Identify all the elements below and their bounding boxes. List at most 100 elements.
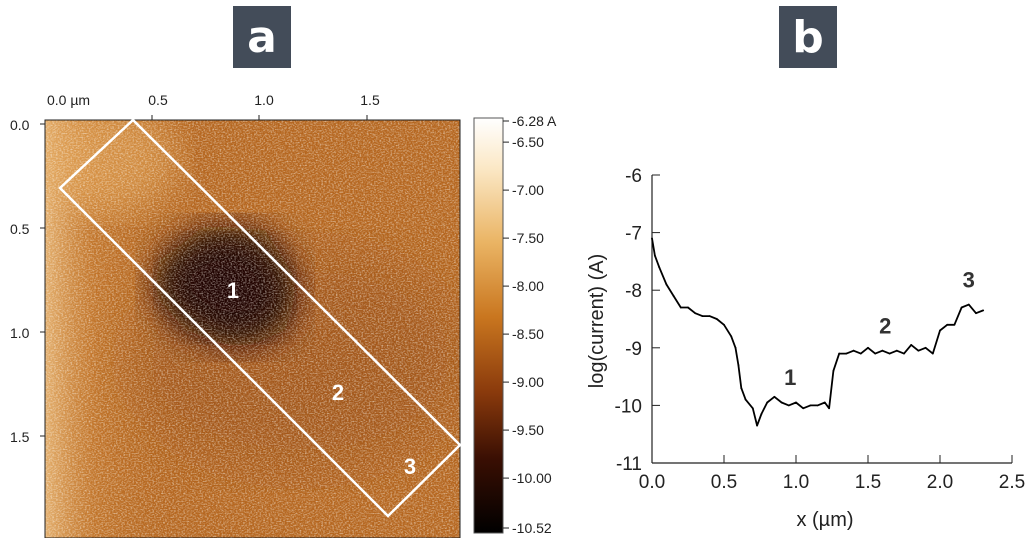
data-point: [780, 401, 783, 404]
region-label-2: 2: [332, 380, 344, 405]
data-point: [867, 346, 869, 349]
y-axis-left: [40, 123, 45, 437]
line-axes: -6 -7 -8 -9 -10 -110.0 0.5 1.0 1.5 2.0 2.5: [615, 166, 1026, 493]
region-annotation-2: 2: [879, 313, 891, 338]
data-point: [795, 401, 797, 404]
data-point: [967, 303, 970, 306]
y-tick-label: -11: [616, 454, 642, 475]
line-profile-chart: -6 -7 -8 -9 -10 -110.0 0.5 1.0 1.5 2.0 2.5 1 2 3 x (…: [586, 166, 1026, 531]
panel-label-b: b: [779, 6, 837, 68]
x-tick-label: 1.0: [783, 472, 809, 493]
colorbar: [473, 117, 504, 534]
colorbar-tick-label: -9.00: [512, 374, 544, 390]
colorbar-tick-label: -9.50: [512, 422, 544, 438]
panel-label-a: a: [233, 6, 291, 68]
x-axis-title: x (µm): [796, 509, 853, 531]
line-profile-box: [58, 118, 462, 518]
y-tick-label-0: 0.0: [10, 117, 30, 133]
data-point: [917, 349, 920, 352]
data-point: [809, 404, 812, 407]
region-annotation-3: 3: [963, 267, 975, 292]
x-tick-label: 1.5: [855, 472, 881, 493]
data-point: [715, 318, 718, 320]
x-tick-label: 2.0: [927, 472, 953, 493]
data-point: [903, 352, 905, 355]
y-tick-label: -10: [615, 396, 642, 417]
data-point: [723, 323, 725, 326]
x-axis-top: [151, 115, 368, 120]
data-point: [760, 413, 763, 415]
y-tick-label: -8: [625, 281, 642, 302]
data-point: [734, 346, 737, 349]
data-point: [658, 266, 661, 269]
data-point: [687, 306, 689, 309]
data-point: [701, 315, 704, 318]
y-tick-label: -9: [625, 339, 642, 360]
x-tick-label-0: 0.0 µm: [47, 92, 90, 108]
x-tick-label-3: 1.5: [360, 92, 380, 108]
y-tick-label-2: 1.0: [10, 325, 30, 341]
data-point: [982, 309, 985, 312]
data-point: [787, 404, 790, 407]
data-point: [874, 352, 877, 355]
data-point: [895, 349, 898, 352]
y-tick-label: -7: [625, 224, 642, 245]
data-point: [946, 323, 949, 326]
data-point: [751, 407, 754, 410]
data-point: [881, 349, 884, 352]
heatmap-grain-texture: [45, 120, 460, 538]
data-point: [832, 369, 835, 372]
data-point: [740, 387, 743, 390]
x-tick-label: 0.5: [711, 472, 737, 493]
region-label-1: 1: [227, 278, 239, 303]
data-point: [773, 395, 776, 398]
data-point: [975, 312, 977, 315]
current-map-chart: 1 2 3 0.0 µm 0.5 1.0 1.5 0.0 0.5 1.0 1.5…: [10, 92, 557, 538]
data-point: [665, 283, 668, 286]
data-point: [888, 352, 891, 355]
data-point: [694, 312, 697, 315]
colorbar-tick-label-top: -6.28 A: [512, 113, 557, 129]
colorbar-tick-label: -6.50: [512, 134, 544, 150]
data-point: [744, 398, 747, 401]
line-annotations: 1 2 3: [784, 267, 975, 390]
data-point: [730, 335, 733, 338]
data-point: [953, 323, 956, 326]
series-points: [651, 237, 985, 427]
region-label-3: 3: [404, 454, 416, 479]
y-axis-title: log(current) (A): [586, 254, 608, 388]
data-point: [910, 344, 913, 346]
data-point: [828, 407, 831, 410]
series-line: [651, 238, 984, 427]
colorbar-tick-label: -7.50: [512, 230, 544, 246]
y-tick-label-1: 0.5: [10, 221, 30, 237]
region-annotation-1: 1: [784, 365, 796, 390]
colorbar-tick-label: -8.50: [512, 326, 544, 342]
data-point: [845, 352, 848, 355]
data-point: [816, 404, 819, 407]
data-point: [931, 352, 934, 355]
data-point: [802, 407, 805, 410]
data-point: [653, 254, 656, 257]
x-tick-label-1: 0.5: [148, 92, 168, 108]
x-tick-label-2: 1.0: [254, 92, 274, 108]
data-point: [737, 364, 740, 366]
data-point: [708, 315, 711, 318]
data-point: [672, 295, 675, 297]
x-tick-label: 2.5: [999, 472, 1025, 493]
data-point: [859, 352, 862, 355]
data-point: [756, 424, 759, 427]
data-point: [852, 349, 855, 352]
data-point: [960, 306, 963, 309]
y-tick-label-3: 1.5: [10, 429, 30, 445]
data-point: [766, 401, 769, 404]
data-point: [679, 306, 682, 309]
colorbar-tick-label: -8.00: [512, 278, 544, 294]
y-tick-label: -6: [625, 166, 642, 187]
data-point: [651, 237, 653, 240]
colorbar-tick-label: -10.00: [512, 470, 552, 486]
colorbar-tick-label: -7.00: [512, 182, 544, 198]
data-point: [838, 352, 841, 355]
x-tick-label: 0.0: [639, 472, 665, 493]
colorbar-ticks: -6.28 A -6.50 -7.00 -7.50 -8.00 -8.50 -9.00 -9.…: [503, 113, 557, 536]
